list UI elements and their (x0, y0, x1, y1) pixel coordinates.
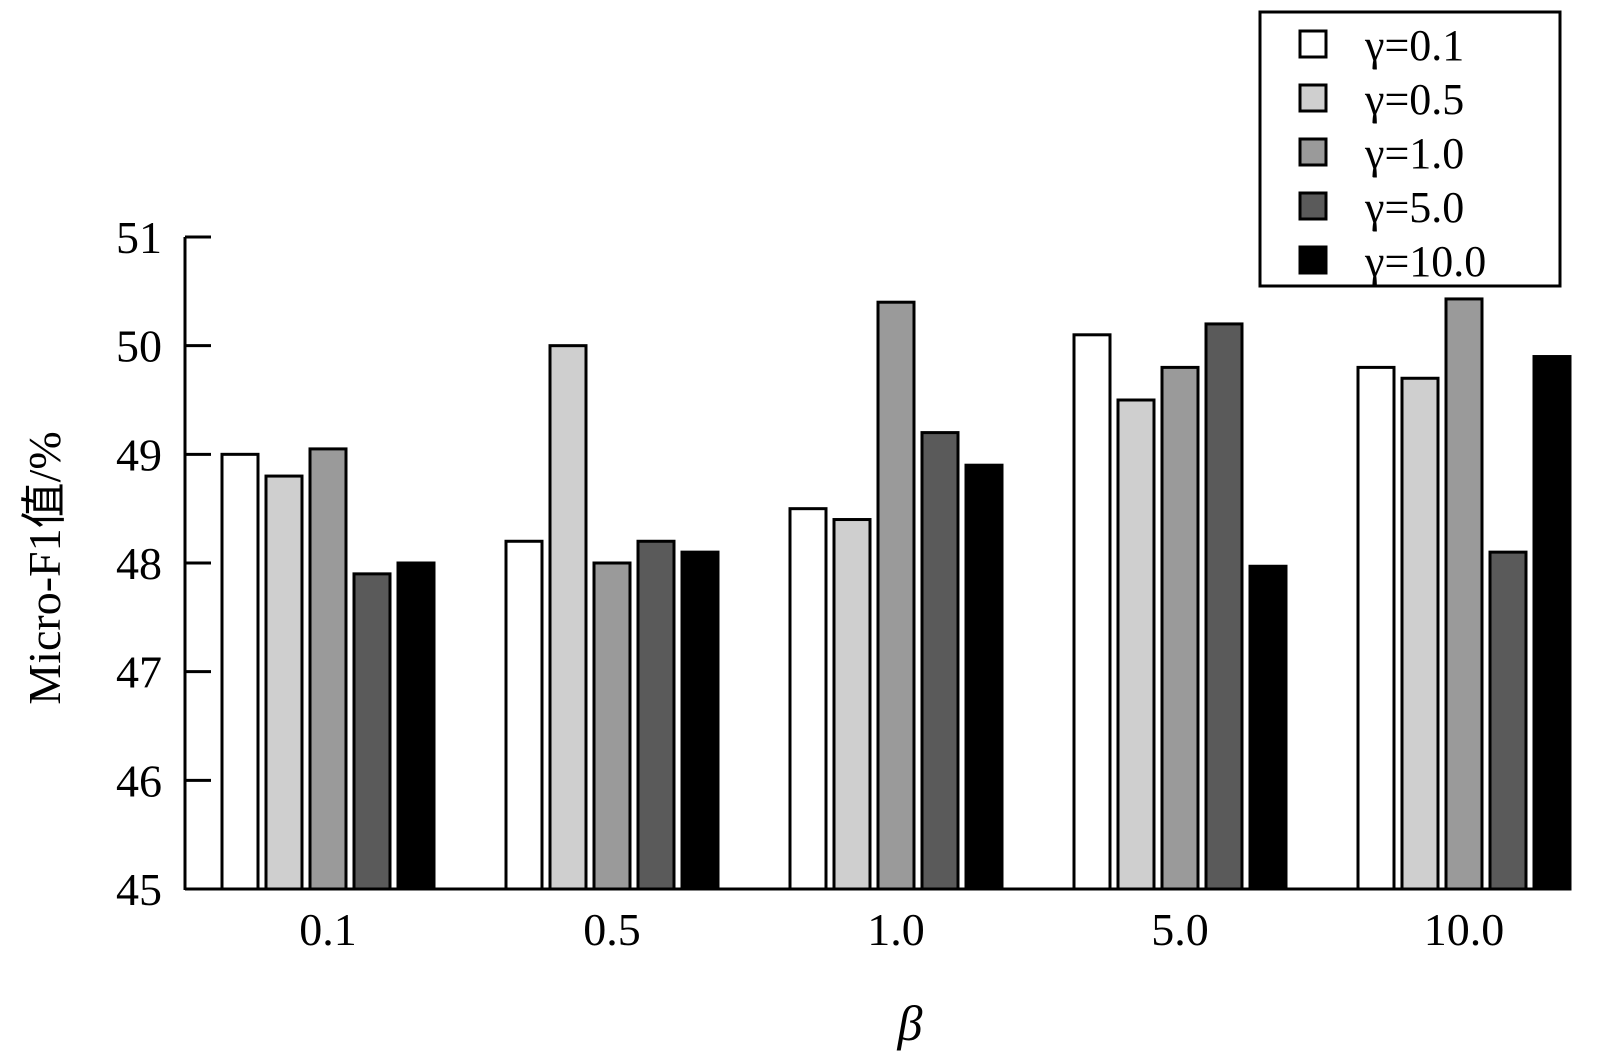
bar-1-5 (396, 561, 436, 891)
bar-5-3 (1444, 297, 1484, 891)
bar-5-1 (1356, 365, 1396, 891)
legend-label: γ=1.0 (1364, 129, 1464, 178)
x-axis-label: β (897, 995, 923, 1051)
y-tick-label: 47 (116, 647, 162, 698)
legend-swatch (1298, 137, 1328, 167)
legend-label: γ=5.0 (1364, 183, 1464, 232)
y-tick-label: 46 (116, 755, 162, 806)
legend-swatch (1298, 29, 1328, 59)
bar-4-3 (1160, 365, 1200, 891)
x-tick-label: 0.5 (583, 904, 641, 955)
bar-3-5 (964, 463, 1004, 891)
bar-3-2 (832, 518, 872, 891)
bar-5-5 (1532, 355, 1572, 891)
bar-2-1 (504, 539, 544, 891)
y-tick-label: 51 (116, 212, 162, 263)
bar-3-3 (876, 300, 916, 891)
bar-2-2 (548, 344, 588, 891)
bar-2-5 (680, 550, 720, 891)
bar-2-3 (592, 561, 632, 891)
bar-1-2 (264, 474, 304, 891)
bar-3-1 (788, 507, 828, 891)
legend-swatch (1298, 83, 1328, 113)
bar-1-3 (308, 447, 348, 891)
y-tick-label: 49 (116, 429, 162, 480)
x-tick-label: 0.1 (299, 904, 357, 955)
legend-label: γ=0.5 (1364, 75, 1464, 124)
bar-2-4 (636, 539, 676, 891)
y-tick-label: 45 (116, 864, 162, 915)
bars-layer (220, 297, 1572, 891)
bar-3-4 (920, 431, 960, 891)
bar-4-2 (1116, 398, 1156, 891)
x-tick-label: 10.0 (1424, 904, 1505, 955)
legend-swatch (1298, 245, 1328, 275)
y-tick-label: 48 (116, 538, 162, 589)
y-axis-label: Micro-F1值/% (19, 431, 70, 704)
legend-label: γ=10.0 (1364, 237, 1486, 286)
legend: γ=0.1 γ=0.5 γ=1.0 γ=5.0 γ=10.0 (1258, 10, 1562, 288)
bar-4-1 (1072, 333, 1112, 891)
bar-5-4 (1488, 550, 1528, 891)
bar-1-1 (220, 452, 260, 891)
bar-4-5 (1248, 564, 1288, 891)
legend-label: γ=0.1 (1364, 21, 1464, 70)
bar-1-4 (352, 572, 392, 891)
y-tick-label: 50 (116, 321, 162, 372)
legend-swatch (1298, 191, 1328, 221)
bar-4-4 (1204, 322, 1244, 891)
axes-layer: 0.1 0.5 1.0 5.0 10.0 45 46 47 48 49 50 51 (116, 212, 1570, 955)
x-tick-label: 5.0 (1151, 904, 1209, 955)
bar-5-2 (1400, 376, 1440, 891)
x-tick-label: 1.0 (867, 904, 925, 955)
